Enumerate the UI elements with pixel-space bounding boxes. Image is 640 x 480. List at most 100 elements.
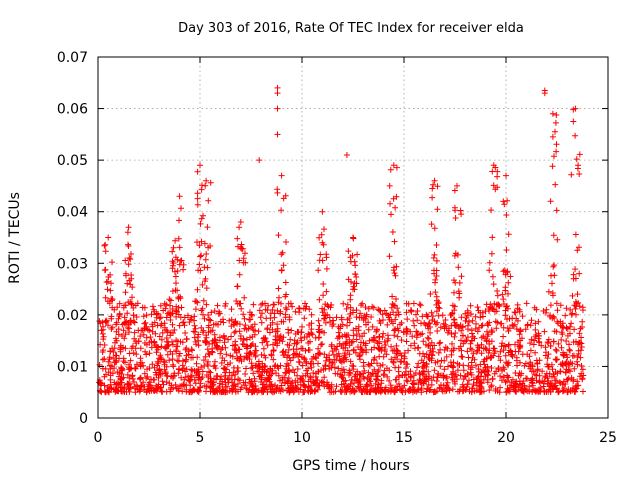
data-point <box>102 389 109 396</box>
data-point <box>292 350 299 357</box>
data-point <box>471 335 478 342</box>
data-point <box>335 350 342 357</box>
data-point <box>511 309 518 316</box>
data-point <box>397 321 403 328</box>
data-point <box>177 257 184 264</box>
data-point <box>559 381 566 388</box>
data-point <box>431 270 438 277</box>
data-point <box>501 201 508 208</box>
data-point <box>173 307 179 314</box>
data-point <box>449 364 456 371</box>
data-point <box>154 385 161 392</box>
data-point <box>363 311 370 318</box>
data-point <box>203 177 210 184</box>
data-point <box>236 224 243 231</box>
data-point <box>328 385 335 391</box>
data-point <box>392 354 398 361</box>
data-point <box>312 387 319 394</box>
data-point <box>172 287 179 294</box>
data-point <box>480 367 487 373</box>
data-point <box>240 311 247 318</box>
data-point <box>468 338 475 344</box>
data-point <box>538 342 545 349</box>
data-point <box>146 350 153 357</box>
data-point <box>549 133 556 140</box>
data-point <box>232 371 239 378</box>
data-point <box>488 365 495 371</box>
data-point <box>344 301 351 308</box>
data-point <box>552 119 559 126</box>
data-point <box>340 366 347 373</box>
data-point <box>330 321 337 328</box>
data-point <box>451 187 458 194</box>
data-point <box>361 330 368 337</box>
data-point <box>336 333 343 340</box>
data-point <box>266 383 273 390</box>
data-point <box>204 346 211 353</box>
data-point <box>274 325 281 332</box>
data-point <box>144 386 151 393</box>
data-point <box>286 368 293 375</box>
data-point <box>158 343 165 350</box>
data-point <box>137 363 144 370</box>
data-point <box>490 345 497 352</box>
data-point <box>220 333 227 340</box>
data-point <box>115 315 122 322</box>
data-point <box>319 208 326 215</box>
data-point <box>459 354 466 360</box>
data-point <box>262 363 269 370</box>
data-point <box>536 339 543 346</box>
data-point <box>519 351 526 358</box>
data-point <box>420 350 426 357</box>
data-point <box>428 221 435 228</box>
data-point <box>444 345 451 352</box>
y-tick-label: 0.01 <box>57 359 88 375</box>
data-point <box>132 365 139 372</box>
data-point <box>475 373 482 380</box>
data-point <box>541 328 548 335</box>
data-point <box>352 349 359 356</box>
data-point <box>302 347 309 354</box>
data-point <box>497 384 504 391</box>
data-point <box>293 340 300 347</box>
data-point <box>318 379 325 386</box>
data-point <box>321 351 328 358</box>
data-point <box>403 309 410 316</box>
data-point <box>404 378 411 385</box>
data-point <box>320 292 327 299</box>
data-point <box>421 377 428 383</box>
data-point <box>492 186 499 193</box>
data-point <box>505 387 512 393</box>
data-point <box>339 374 346 381</box>
data-point <box>209 379 216 386</box>
x-tick-label: 0 <box>94 430 103 446</box>
data-point <box>140 379 147 386</box>
data-point <box>130 312 137 319</box>
data-point <box>429 185 436 192</box>
data-point <box>241 325 248 332</box>
data-point <box>192 325 199 332</box>
data-point <box>495 365 502 371</box>
data-point <box>390 195 397 202</box>
data-point <box>124 229 131 236</box>
data-point <box>448 322 455 329</box>
data-point <box>314 386 321 393</box>
data-point <box>99 356 106 363</box>
data-point <box>107 287 114 294</box>
data-point <box>265 375 272 382</box>
data-point <box>537 379 543 386</box>
data-point <box>207 369 214 376</box>
data-point <box>557 318 564 325</box>
data-point <box>306 306 313 313</box>
data-point <box>262 354 269 361</box>
data-point <box>174 256 181 263</box>
data-point <box>315 350 322 357</box>
chart-title: Day 303 of 2016, Rate Of TEC Index for r… <box>178 21 524 36</box>
data-point <box>529 389 536 395</box>
data-point <box>297 335 304 342</box>
data-point <box>102 266 109 273</box>
data-point <box>116 300 123 307</box>
data-point <box>346 336 353 343</box>
data-point <box>537 384 544 391</box>
data-point <box>169 375 176 381</box>
